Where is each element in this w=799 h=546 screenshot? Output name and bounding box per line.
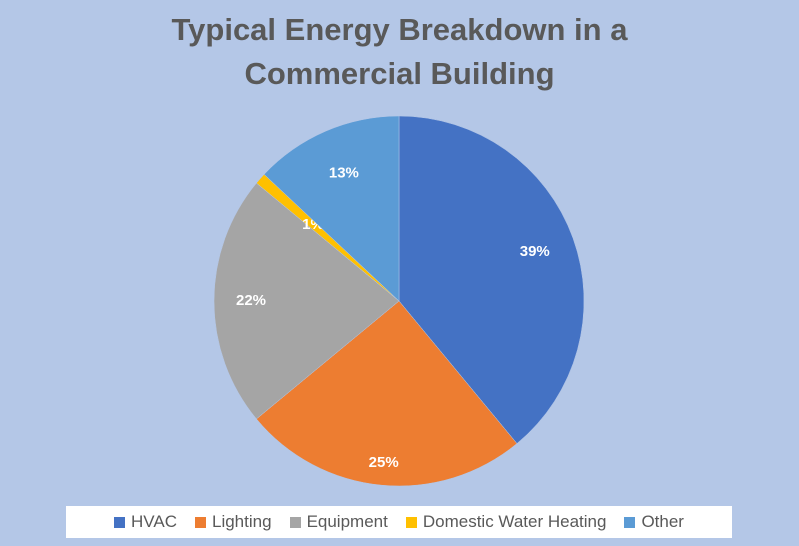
legend-swatch-lighting [195,516,206,528]
legend-item-domestic-water-heating: Domestic Water Heating [405,512,607,532]
legend-item-hvac: HVAC [114,512,177,532]
legend-item-lighting: Lighting [195,512,272,532]
legend-swatch-domestic-water-heating [405,516,417,528]
chart-title: Typical Energy Breakdown in a Commercial… [0,8,799,96]
legend-label-lighting: Lighting [212,512,272,531]
pie-label-hvac: 39% [520,243,550,260]
chart-title-line-1: Typical Energy Breakdown in a [171,12,628,47]
pie-label-equipment: 22% [236,292,266,309]
legend-swatch-other [624,516,636,528]
pie-slice-lighting [256,300,518,487]
legend-label-equipment: Equipment [306,512,388,531]
legend-swatch-equipment [289,516,301,528]
legend-label-other: Other [641,512,684,531]
pie-slice-hvac [398,115,585,444]
legend-swatch-hvac [114,516,126,528]
legend-label-hvac: HVAC [131,512,177,531]
chart-legend: HVAC Lighting Equipment Domestic Water H… [66,506,732,538]
pie-label-lighting: 25% [369,454,399,471]
pie-label-other: 13% [329,165,359,182]
legend-item-equipment: Equipment [289,512,388,532]
pie-slice-other [263,115,400,302]
legend-item-other: Other [624,512,684,532]
pie-slice-equipment [213,182,400,420]
legend-label-domestic-water-heating: Domestic Water Heating [422,512,607,531]
chart-title-line-2: Commercial Building [244,56,555,91]
